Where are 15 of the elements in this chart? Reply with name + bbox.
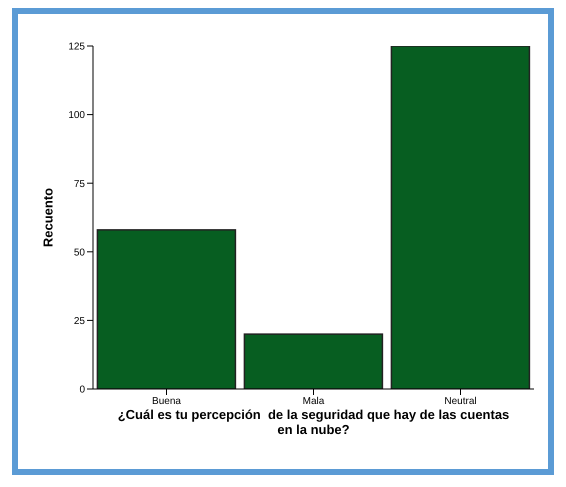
y-tick-label: 125	[68, 42, 86, 53]
x-axis-title: ¿Cuál es tu percepción de la seguridad que hay de las cuentas en la nube?	[118, 407, 510, 437]
bar	[244, 333, 384, 389]
page-frame: ¿Cuál es tu percepción de la seguridad que hay de las cuentas en la nube? Buena Mala Neutral 0 25 50 75 100 125 Recuento	[12, 8, 554, 475]
y-tick-label: 75	[74, 178, 86, 190]
y-tick-label: 25	[74, 316, 86, 327]
x-tick-label: Neutral	[444, 396, 477, 408]
x-tick-label: Buena	[152, 396, 182, 408]
x-tick-label: Mala	[302, 396, 325, 408]
y-axis-title: Recuento	[40, 188, 56, 248]
bar	[390, 46, 530, 389]
y-tick-label: 50	[74, 247, 86, 258]
bar	[96, 229, 236, 389]
y-tick-label: 0	[79, 384, 86, 396]
y-tick-label: 100	[68, 110, 86, 122]
